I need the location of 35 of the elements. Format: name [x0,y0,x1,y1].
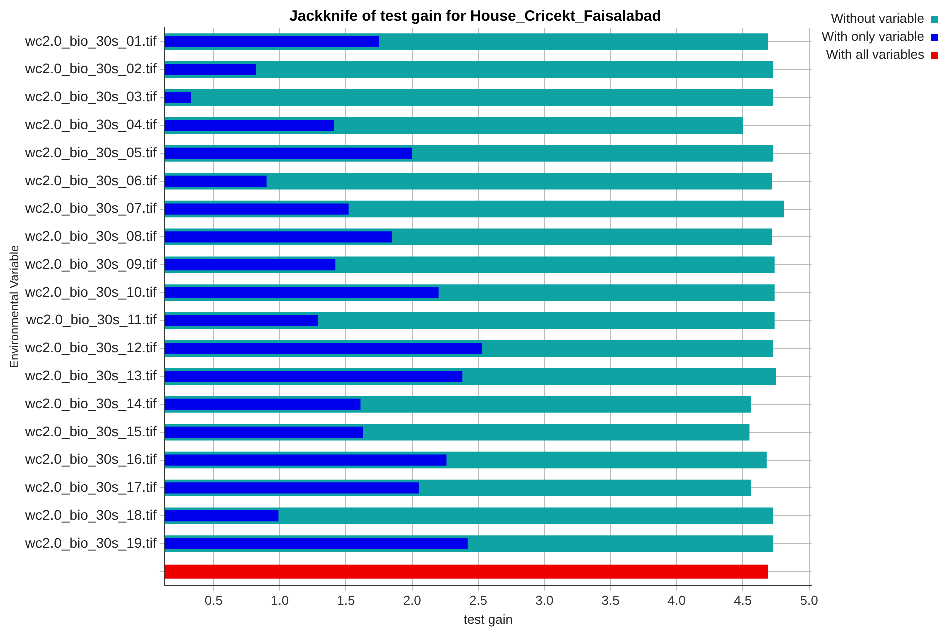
y-tick-label: wc2.0_bio_30s_04.tif [24,116,158,132]
y-tick-label: wc2.0_bio_30s_12.tif [24,340,158,356]
x-tick-label: 2.5 [469,593,488,608]
x-axis-title: test gain [464,612,513,627]
x-tick-label: 5.0 [800,593,818,608]
y-tick-label: wc2.0_bio_30s_07.tif [24,200,158,216]
y-tick-label: wc2.0_bio_30s_09.tif [24,256,158,272]
x-tick-label: 4.5 [734,593,752,608]
y-tick-label: wc2.0_bio_30s_06.tif [24,172,158,188]
x-tick-label: 3.5 [602,593,620,608]
y-axis-title: Environmental Variable [8,244,22,368]
y-tick-label: wc2.0_bio_30s_18.tif [24,506,158,523]
y-tick-label: wc2.0_bio_30s_14.tif [24,395,158,412]
y-tick-label: wc2.0_bio_30s_01.tif [24,32,158,49]
y-tick-label: wc2.0_bio_30s_03.tif [24,88,158,105]
y-tick-label: wc2.0_bio_30s_05.tif [24,144,158,160]
legend-label: With all variables [826,47,925,62]
legend-label: With only variable [822,29,924,44]
legend-label: Without variable [831,11,924,26]
x-tick-label: 3.0 [536,593,554,608]
x-tick-label: 2.0 [403,593,422,608]
y-tick-label: wc2.0_bio_30s_13.tif [24,367,158,384]
x-tick-label: 1.0 [271,593,290,608]
y-tick-label: wc2.0_bio_30s_10.tif [24,284,158,300]
y-tick-label: wc2.0_bio_30s_15.tif [24,423,158,440]
chart-title: Jackknife of test gain for House_Cricekt_Faisalabad [290,8,662,26]
y-tick-label: wc2.0_bio_30s_16.tif [24,451,158,468]
y-tick-label: wc2.0_bio_30s_19.tif [24,534,158,551]
y-tick-label: wc2.0_bio_30s_02.tif [24,60,158,77]
y-tick-label: wc2.0_bio_30s_11.tif [25,312,158,328]
x-tick-label: 1.5 [337,593,356,608]
x-tick-label: 4.0 [668,593,686,608]
y-tick-label: wc2.0_bio_30s_17.tif [24,479,158,496]
y-tick-label: wc2.0_bio_30s_08.tif [24,228,158,244]
x-tick-label: 0.5 [204,593,223,608]
